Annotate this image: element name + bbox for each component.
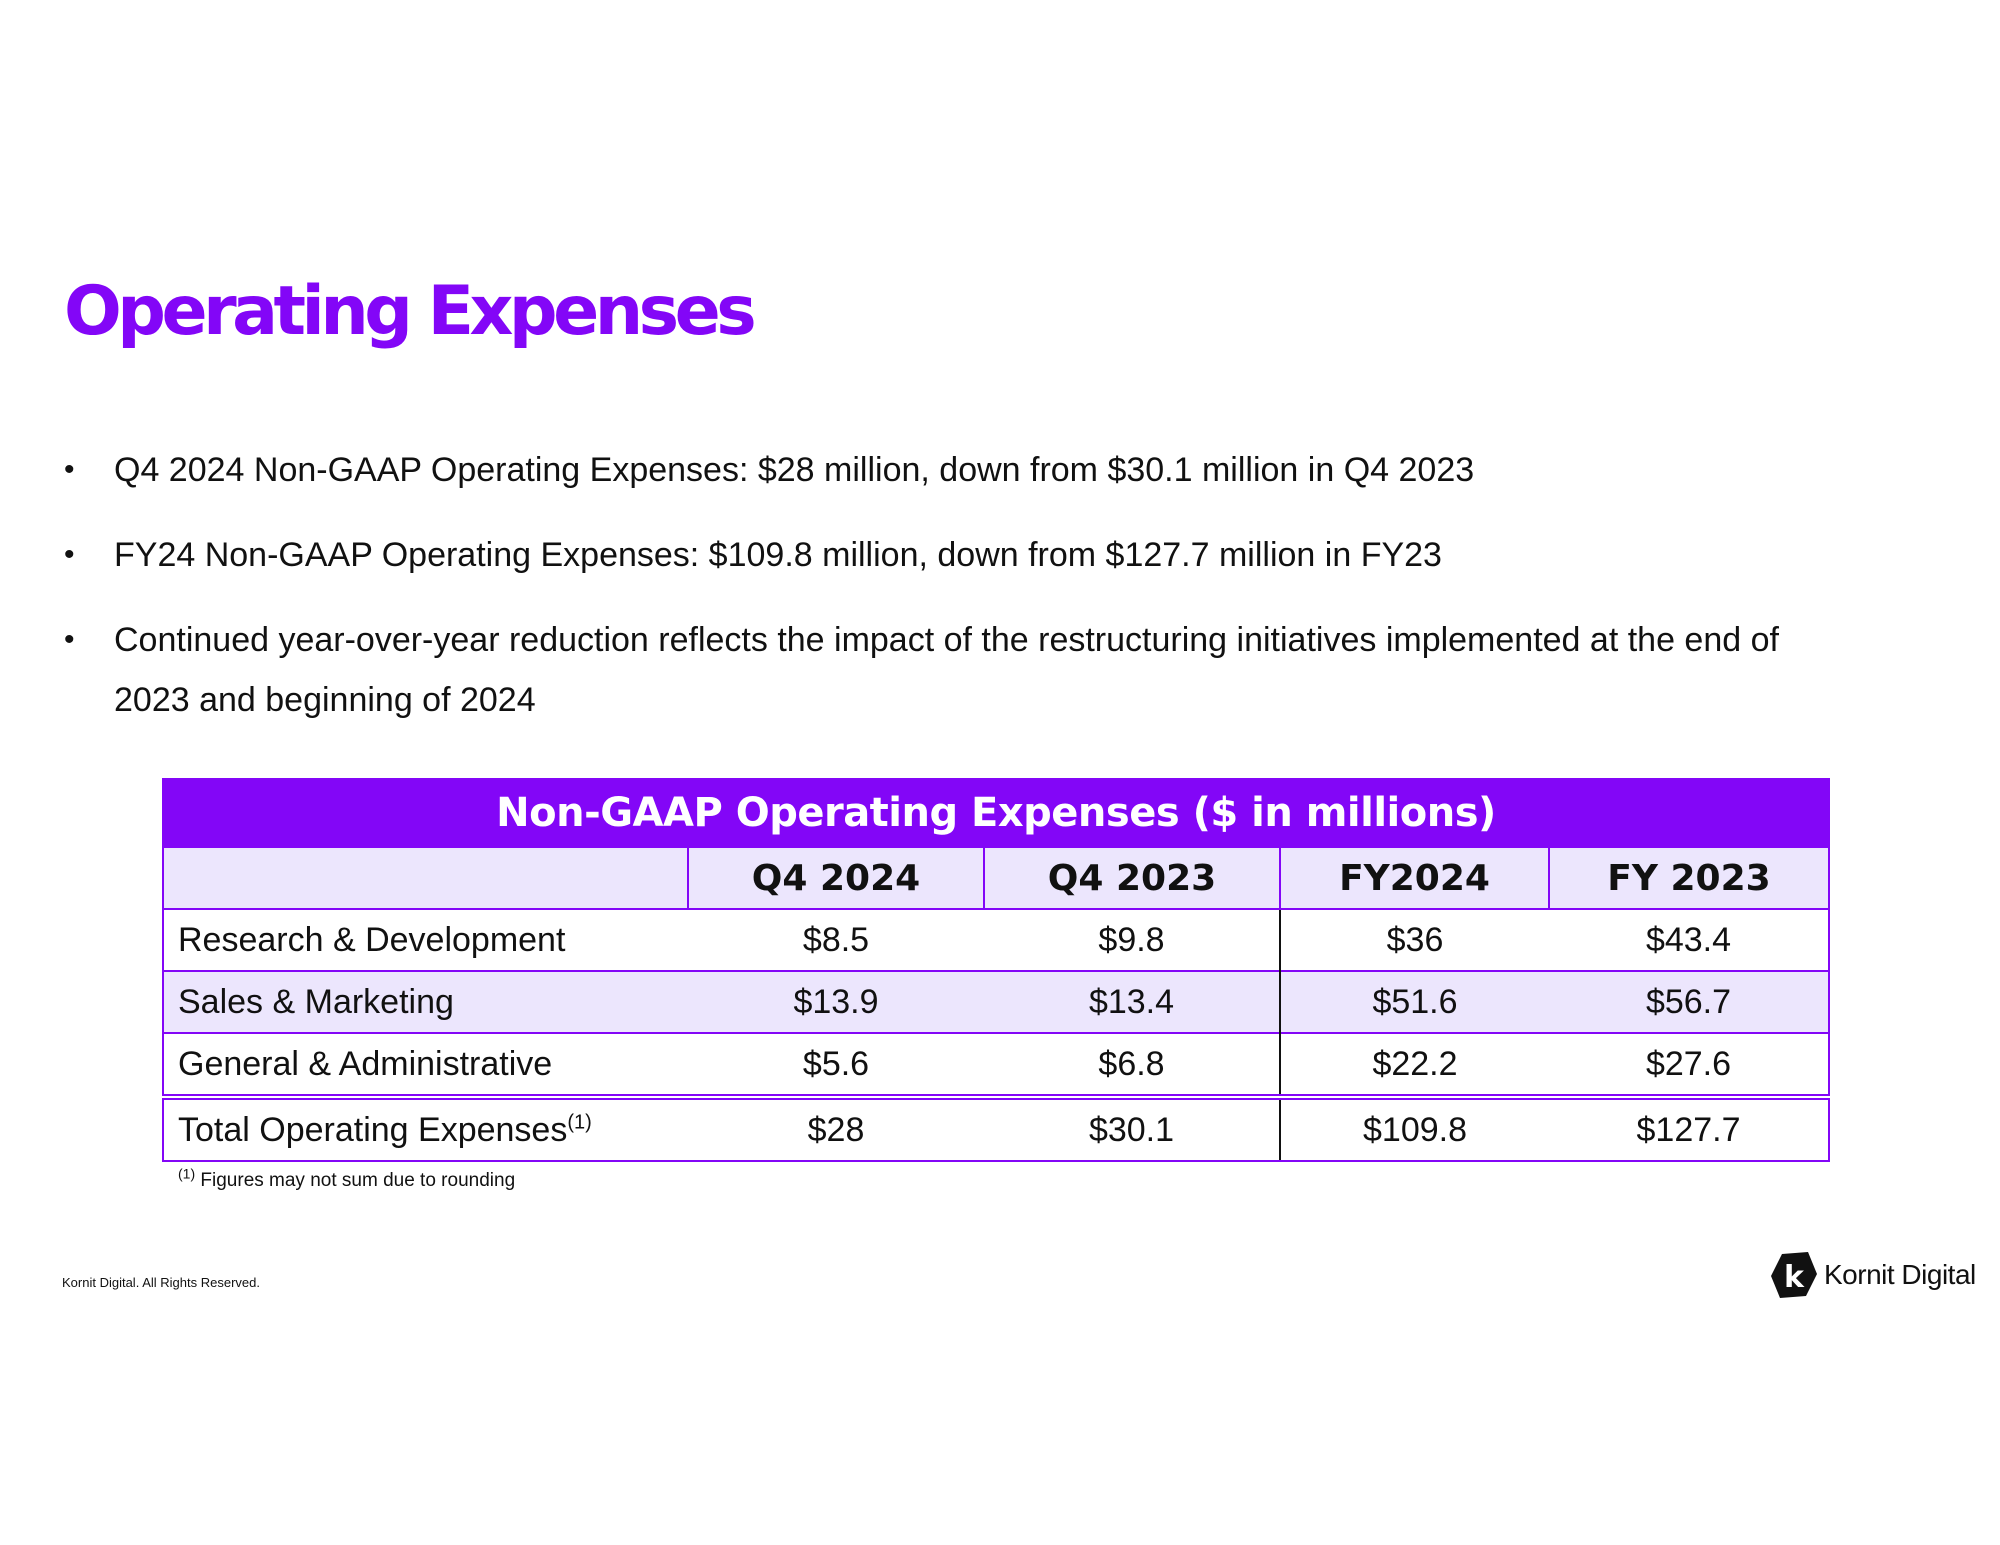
- column-header: Q4 2024: [687, 847, 985, 909]
- table-row: Research & Development $8.5 $9.8 $36 $43…: [162, 908, 1830, 971]
- table-cell: $9.8: [984, 908, 1280, 971]
- bullet-item: • Q4 2024 Non-GAAP Operating Expenses: $2…: [62, 440, 1862, 500]
- column-header: Q4 2023: [983, 847, 1281, 909]
- bullet-dot-icon: •: [64, 623, 75, 656]
- table-cell: $6.8: [984, 1032, 1280, 1097]
- table-cell: $13.9: [688, 970, 984, 1033]
- bullet-text: Continued year-over-year reduction refle…: [114, 621, 1779, 719]
- footnote-marker: (1): [567, 1111, 592, 1134]
- table-total-row: Total Operating Expenses(1) $28 $30.1 $1…: [162, 1094, 1830, 1162]
- company-logo: k Kornit Digital: [1770, 1252, 1976, 1298]
- bullet-dot-icon: •: [64, 538, 75, 571]
- bullet-list: • Q4 2024 Non-GAAP Operating Expenses: $2…: [62, 440, 1862, 755]
- table-cell: $28: [688, 1094, 984, 1162]
- copyright-notice: Kornit Digital. All Rights Reserved.: [62, 1275, 260, 1290]
- column-header: [162, 847, 689, 909]
- table-header-row: Q4 2024 Q4 2023 FY2024 FY 2023: [162, 847, 1830, 909]
- row-label: Research & Development: [162, 908, 688, 971]
- footnote-mark: (1): [178, 1165, 196, 1182]
- table-cell: $36: [1279, 908, 1549, 971]
- table-cell: $30.1: [984, 1094, 1280, 1162]
- table-cell: $27.6: [1549, 1032, 1830, 1097]
- column-header: FY2024: [1279, 847, 1550, 909]
- table-cell: $43.4: [1549, 908, 1830, 971]
- table-cell: $127.7: [1549, 1094, 1830, 1162]
- table-cell: $109.8: [1279, 1094, 1549, 1162]
- bullet-text: Q4 2024 Non-GAAP Operating Expenses: $28…: [114, 451, 1475, 489]
- total-label: Total Operating Expenses(1): [162, 1094, 688, 1162]
- bullet-text: FY24 Non-GAAP Operating Expenses: $109.8…: [114, 536, 1442, 574]
- table-cell: $51.6: [1279, 970, 1549, 1033]
- table-cell: $13.4: [984, 970, 1280, 1033]
- footnote-text: Figures may not sum due to rounding: [200, 1170, 516, 1191]
- kornit-logo-icon: k: [1771, 1252, 1817, 1298]
- table-cell: $56.7: [1549, 970, 1830, 1033]
- logo-text: Kornit Digital: [1824, 1259, 1976, 1290]
- table-row: General & Administrative $5.6 $6.8 $22.2…: [162, 1032, 1830, 1097]
- row-label: Sales & Marketing: [162, 970, 688, 1033]
- logo-letter: k: [1784, 1260, 1805, 1295]
- table-cell: $8.5: [688, 908, 984, 971]
- table-cell: $5.6: [688, 1032, 984, 1097]
- table-row: Sales & Marketing $13.9 $13.4 $51.6 $56.…: [162, 970, 1830, 1033]
- table-cell: $22.2: [1279, 1032, 1549, 1097]
- table-title: Non-GAAP Operating Expenses ($ in millio…: [162, 778, 1830, 848]
- row-label: General & Administrative: [162, 1032, 688, 1097]
- bullet-dot-icon: •: [64, 453, 75, 486]
- opex-table: Non-GAAP Operating Expenses ($ in millio…: [162, 778, 1830, 1162]
- table-footnote: (1) Figures may not sum due to rounding: [178, 1167, 516, 1192]
- total-label-text: Total Operating Expenses: [178, 1110, 568, 1149]
- bullet-item: • Continued year-over-year reduction refl…: [62, 610, 1862, 730]
- bullet-item: • FY24 Non-GAAP Operating Expenses: $109.…: [62, 525, 1862, 585]
- page-title: Operating Expenses: [64, 272, 757, 351]
- column-header: FY 2023: [1548, 847, 1830, 909]
